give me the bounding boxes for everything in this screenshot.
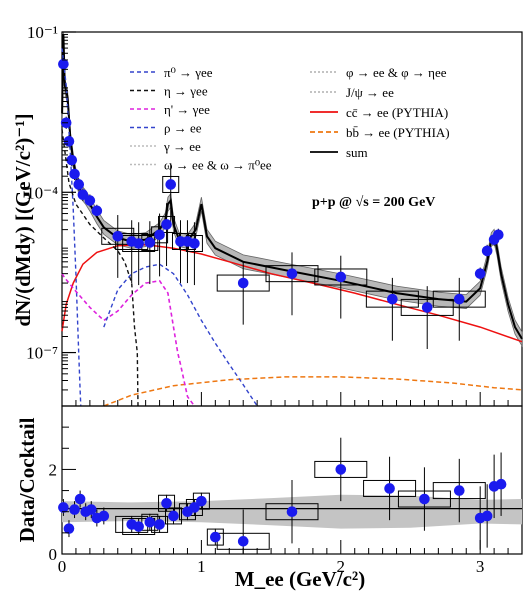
legend-label: sum — [346, 145, 368, 160]
y-ticks: 10⁻¹ 10⁻⁴ 10⁻⁷ — [26, 23, 76, 391]
data-point — [335, 271, 347, 283]
ratio-point — [168, 510, 179, 522]
legend-label: ρ → ee — [164, 121, 202, 136]
series-line-eta — [61, 129, 139, 407]
data-point — [286, 268, 298, 279]
x-ticks — [61, 392, 523, 406]
ratio-point — [495, 478, 507, 490]
data-point — [73, 179, 85, 190]
ratio-point — [189, 502, 200, 513]
data-point — [84, 195, 96, 206]
top-panel: 10⁻¹ 10⁻⁴ 10⁻⁷ dN/(dMdy) [(GeV/c²)⁻¹] π⁰ →… — [11, 23, 523, 407]
x-tick-label: 0 — [58, 557, 67, 576]
data-point — [112, 231, 124, 242]
ratio-point — [286, 506, 298, 518]
ratio-point — [335, 464, 347, 475]
data-point — [66, 154, 78, 166]
data-point — [58, 58, 69, 70]
data-point — [237, 277, 249, 289]
ratio-y-tick-label: 0 — [49, 545, 58, 564]
ratio-point — [453, 485, 465, 496]
data-point — [133, 238, 144, 249]
y-tick-label: 10⁻⁷ — [26, 344, 58, 363]
x-axis-title: M_ee (GeV/c²) — [235, 567, 365, 591]
data-point — [474, 268, 486, 279]
annotation-text: p+p @ √s = 200 GeV — [312, 195, 435, 210]
ratio-point — [74, 493, 86, 505]
data-point — [144, 237, 156, 248]
bottom-plot-frame — [61, 405, 523, 555]
data-points — [58, 58, 504, 313]
data-point — [165, 179, 177, 190]
ratio-systematic-boxes — [62, 437, 502, 554]
ratio-point — [144, 516, 156, 528]
series-line-bbbar — [103, 376, 523, 407]
data-point — [387, 293, 398, 305]
data-point — [493, 229, 504, 241]
ratio-point — [85, 504, 97, 515]
data-point — [154, 229, 165, 241]
ratio-x-ticks: 0 1 2 3 — [58, 540, 523, 576]
ratio-point — [63, 523, 75, 534]
data-point — [91, 205, 103, 217]
series-line-ccbar — [61, 243, 523, 343]
ratio-point — [98, 510, 110, 522]
ratio-point — [237, 536, 249, 547]
x-tick-label: 1 — [197, 557, 206, 576]
ratio-point — [133, 521, 144, 532]
x-tick-label: 3 — [476, 557, 485, 576]
legend-label: η' → γee — [164, 102, 210, 117]
data-point — [453, 293, 465, 305]
ratio-point — [69, 504, 80, 515]
series-line-etaprime — [61, 273, 196, 407]
ratio-y-axis-title: Data/Cocktail — [15, 417, 39, 542]
ratio-y-ticks: 02 — [49, 426, 76, 564]
data-point — [161, 219, 172, 230]
ratio-point — [419, 493, 430, 505]
x-tick-label: 2 — [337, 557, 346, 576]
legend-right: φ → ee & φ → ηee J/ψ → ee cc̄ → ee (PYTHIA… — [310, 65, 450, 160]
data-point — [77, 189, 89, 201]
legend-label: cc̄ → ee (PYTHIA) — [346, 105, 448, 120]
data-point — [189, 238, 200, 249]
ratio-point — [481, 510, 493, 522]
legend-label: φ → ee & φ → ηee — [346, 65, 447, 80]
ratio-point — [210, 531, 221, 543]
data-point — [69, 168, 80, 180]
y-tick-label: 10⁻¹ — [27, 23, 58, 42]
y-tick-label: 10⁻⁴ — [26, 183, 58, 202]
legend-label: ω → ee & ω → π⁰ee — [164, 158, 272, 173]
series-line-rho — [103, 263, 258, 407]
legend-left: π⁰ → γee η → γee η' → γee ρ → ee γ → ee ω → e… — [130, 65, 272, 173]
ratio-point — [161, 497, 172, 509]
top-plot-frame — [61, 31, 523, 407]
y-axis-title: dN/(dMdy) [(GeV/c²)⁻¹] — [11, 113, 35, 326]
data-point — [421, 302, 433, 313]
legend-label: bb̄ → ee (PYTHIA) — [346, 125, 450, 140]
ratio-point — [154, 519, 165, 530]
legend-label: π⁰ → γee — [164, 65, 213, 80]
legend-label: J/ψ → ee — [346, 85, 394, 100]
ratio-points — [58, 464, 507, 547]
legend-label: η → γee — [164, 84, 208, 99]
ratio-point — [384, 483, 395, 494]
ratio-y-tick-label: 2 — [49, 460, 58, 479]
ratio-point — [196, 495, 207, 507]
ratio-point — [58, 502, 69, 513]
data-point — [481, 245, 493, 257]
legend-label: γ → ee — [163, 139, 201, 154]
